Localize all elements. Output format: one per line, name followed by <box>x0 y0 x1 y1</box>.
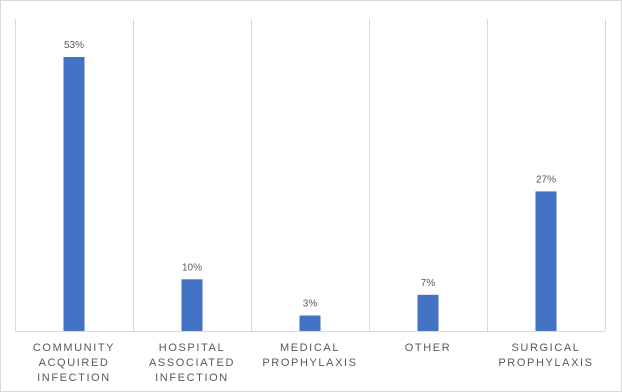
data-label: 53% <box>64 40 84 51</box>
bar <box>181 279 203 331</box>
data-label: 7% <box>421 278 436 289</box>
data-label: 10% <box>182 262 202 273</box>
data-label: 27% <box>536 174 556 185</box>
data-label: 3% <box>303 299 318 310</box>
category-label: HOSPITAL <box>159 342 225 354</box>
category-label: PROPHYLAXIS <box>498 357 593 369</box>
category-label: COMMUNITY <box>33 342 115 354</box>
bar <box>299 315 321 331</box>
category-label: PROPHYLAXIS <box>262 357 357 369</box>
category-label: SURGICAL <box>511 342 580 354</box>
category-label: INFECTION <box>155 372 229 384</box>
category-label: OTHER <box>405 342 452 354</box>
category-label: ASSOCIATED <box>149 357 235 369</box>
bar <box>535 191 557 331</box>
category-label: ACQUIRED <box>39 357 110 369</box>
bar <box>63 57 85 331</box>
category-label: MEDICAL <box>280 342 340 354</box>
category-label: INFECTION <box>37 372 111 384</box>
bar <box>417 294 439 331</box>
